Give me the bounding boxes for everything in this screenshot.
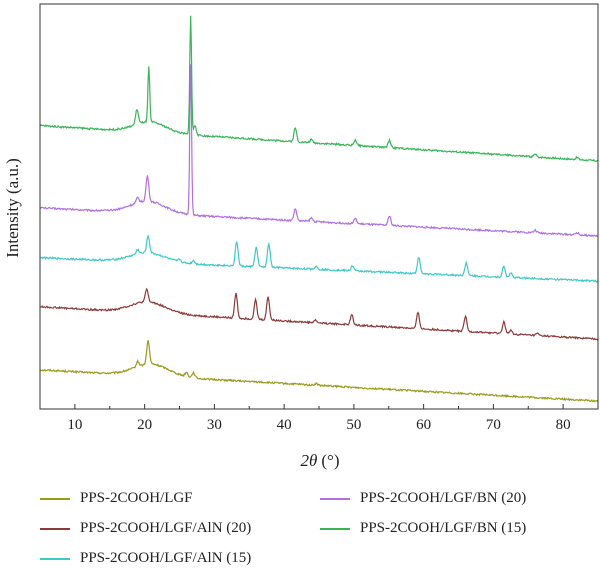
x-tick-label: 10: [67, 417, 82, 433]
legend-item-bn-20: PPS-2COOH/LGF/BN (20): [320, 490, 526, 507]
legend-swatch: [40, 557, 70, 560]
x-tick-label: 30: [207, 417, 222, 433]
plot-frame: [39, 3, 599, 410]
series-line: [40, 287, 599, 341]
axes: 10 20 30 40 50 60 70 80: [39, 3, 599, 433]
legend: PPS-2COOH/LGF PPS-2COOH/LGF/AlN (20) PPS…: [40, 478, 600, 570]
x-tick-label: 80: [556, 417, 571, 433]
x-axis-label: 2θ (°): [301, 451, 340, 470]
legend-item-bn-15: PPS-2COOH/LGF/BN (15): [320, 520, 526, 537]
legend-swatch: [320, 527, 350, 530]
legend-swatch: [40, 497, 70, 500]
series-line: [39, 64, 599, 238]
xrd-chart: 10 20 30 40 50 60 70 80 2θ (°) Intensity (a.u.): [3, 3, 599, 470]
y-axis-label: Intensity (a.u.): [3, 158, 22, 258]
legend-label: PPS-2COOH/LGF/AlN (20): [80, 520, 252, 536]
legend-label: PPS-2COOH/LGF/BN (20): [360, 490, 527, 506]
legend-label: PPS-2COOH/LGF: [80, 490, 193, 506]
legend-label: PPS-2COOH/LGF/AlN (15): [80, 550, 252, 566]
legend-label: PPS-2COOH/LGF/BN (15): [360, 520, 527, 536]
series-line: [39, 340, 599, 403]
legend-item-aln-20: PPS-2COOH/LGF/AlN (20): [40, 520, 251, 537]
legend-item-lgf: PPS-2COOH/LGF: [40, 490, 193, 507]
legend-swatch: [320, 497, 350, 500]
x-tick-label: 60: [416, 417, 431, 433]
x-tick-label: 20: [137, 417, 152, 433]
legend-item-aln-15: PPS-2COOH/LGF/AlN (15): [40, 550, 251, 567]
x-tick-label: 50: [346, 417, 361, 433]
series-line: [39, 234, 599, 283]
series-line: [39, 15, 599, 162]
x-tick-label: 40: [277, 417, 292, 433]
legend-swatch: [40, 527, 70, 530]
plot-area: [39, 15, 599, 403]
x-tick-label: 70: [486, 417, 501, 433]
